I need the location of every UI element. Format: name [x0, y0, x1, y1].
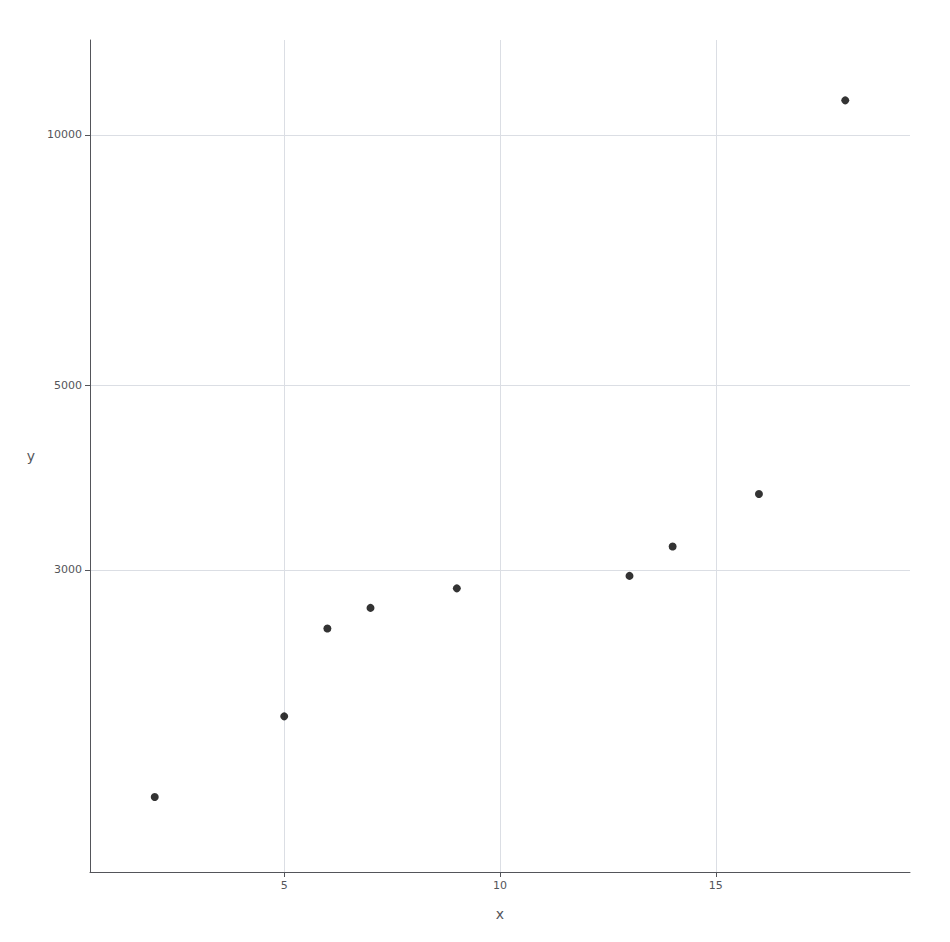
svg-text:10000: 10000	[47, 128, 82, 141]
svg-text:10: 10	[493, 879, 507, 892]
svg-text:15: 15	[709, 879, 723, 892]
svg-text:5: 5	[281, 879, 288, 892]
svg-text:x: x	[496, 906, 504, 922]
svg-text:y: y	[27, 448, 35, 464]
svg-text:3000: 3000	[54, 563, 82, 576]
svg-text:5000: 5000	[54, 379, 82, 392]
